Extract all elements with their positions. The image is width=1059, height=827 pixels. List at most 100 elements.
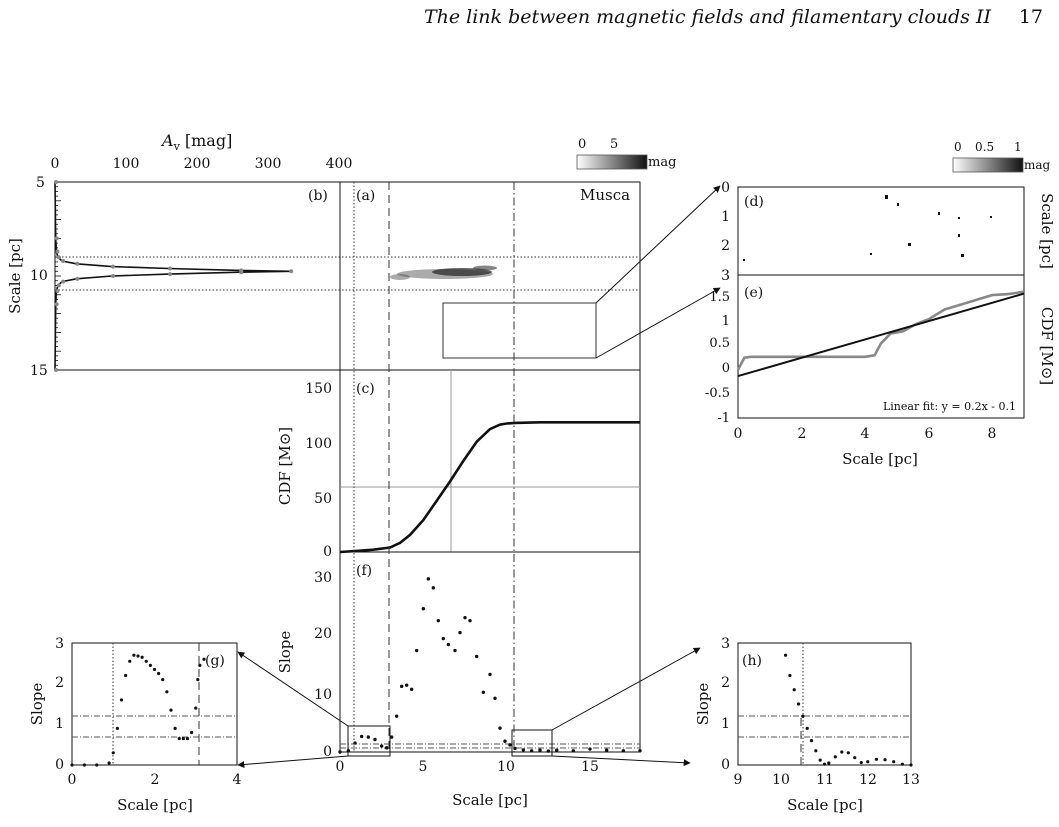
panel-h: (h) 0 1 2 3 9 10 11 12 13 Scale [pc] Slo… (694, 636, 920, 814)
panel-g-point (173, 726, 177, 731)
panel-f-ytick-2: 20 (314, 626, 332, 642)
panel-f-point (373, 737, 377, 742)
panel-b-point (54, 236, 59, 241)
panel-b-point (168, 272, 172, 277)
panel-b-point (289, 269, 294, 274)
running-title: The link between magnetic fields and fil… (423, 6, 991, 28)
panel-e-xtick-4: 8 (988, 426, 997, 442)
panel-g-point (119, 698, 124, 702)
panel-h-point (801, 714, 805, 718)
panel-f-point (529, 749, 534, 753)
panel-f-point (394, 714, 399, 718)
panel-f-xtick-3: 15 (581, 759, 599, 775)
top-axis-tick-2: 200 (184, 156, 211, 172)
panel-c-cdf-line (339, 421, 640, 554)
panel-h-point (788, 673, 792, 678)
panel-d-ytick-2: 2 (721, 238, 730, 254)
page-header: The link between magnetic fields and fil… (0, 0, 1059, 60)
panel-g-point (165, 690, 169, 694)
panel-h-xtick-1: 10 (772, 772, 790, 788)
panel-g-point (95, 763, 99, 767)
panel-e-xtick-1: 2 (798, 426, 807, 442)
page-number: 17 (1018, 6, 1043, 28)
zoom-box-g (347, 725, 391, 757)
panel-f-point (571, 749, 576, 753)
panel-g-point (128, 659, 132, 663)
panel-f-point (458, 630, 462, 635)
panel-f-xlabel: Scale [pc] (452, 791, 528, 809)
panel-h-point (853, 756, 857, 760)
panel-e-fit-text: Linear fit: y = 0.2x - 0.1 (883, 400, 1016, 413)
panel-h-xtick-0: 9 (734, 772, 743, 788)
panel-f-point (399, 684, 404, 689)
panel-g-point (185, 736, 190, 741)
panel-f-point (446, 642, 451, 647)
colorbar-d-tick-0: 0 (954, 140, 962, 154)
panel-b-point (61, 258, 66, 263)
panel-b-point (56, 283, 61, 288)
arrow-to-d (595, 185, 721, 304)
panel-c-ylabel: CDF [M⊙] (276, 427, 294, 505)
panel-d-specks (743, 195, 992, 261)
panel-f-point (493, 696, 497, 700)
panel-d-tag: (d) (744, 194, 764, 210)
panel-g-point (161, 678, 165, 682)
panel-f-point (338, 750, 342, 754)
top-axis-label: Av [mag] (160, 131, 232, 153)
panel-g-point (152, 667, 157, 672)
arrow-to-h-top (551, 647, 701, 731)
panel-g-tag: (g) (205, 653, 225, 669)
panel-h-point (796, 702, 801, 706)
panel-f-point (488, 672, 492, 677)
panel-h-point (805, 726, 809, 731)
top-axis-tick-0: 0 (51, 156, 60, 172)
panel-g-ytick-2: 2 (55, 675, 64, 691)
panel-b: (b) 5 10 15 Scale [pc] (6, 175, 640, 379)
panel-g-xlabel: Scale [pc] (117, 796, 193, 814)
panel-g-point (136, 654, 140, 658)
panel-c-ytick-0: 0 (323, 544, 332, 560)
colorbar-d-tick-1: 0.5 (975, 140, 994, 154)
panel-e-ytick-0: -1 (717, 411, 730, 426)
panel-g-point (190, 730, 194, 735)
panel-e-xtick-2: 4 (861, 426, 870, 442)
arrow-to-h-bottom (551, 755, 691, 767)
panel-g-point (169, 708, 173, 712)
arrow-to-e (595, 287, 721, 359)
panel-g-point (194, 706, 198, 710)
connector-arrows (237, 185, 721, 768)
panel-g: (g) 0 1 2 3 0 2 4 Scale [pc] Slope (28, 636, 242, 814)
panel-f-point (453, 648, 457, 653)
panel-b-point (61, 279, 66, 284)
panel-h-point (846, 751, 850, 755)
panel-e-ytick-1: -0.5 (705, 386, 730, 401)
colorbar-a: 0 5 mag (576, 137, 676, 170)
panel-b-tag: (b) (308, 188, 328, 204)
panel-h-xtick-2: 11 (816, 772, 834, 788)
panel-g-point (82, 763, 86, 767)
panel-g-point (148, 663, 152, 667)
panel-f-xtick-0: 0 (336, 759, 345, 775)
panel-h-ytick-2: 2 (721, 675, 730, 691)
panel-f-ytick-1: 10 (314, 687, 332, 703)
panel-h-point (883, 758, 887, 762)
panel-g-xtick-0: 0 (68, 772, 77, 788)
panel-h-ytick-0: 0 (721, 757, 730, 773)
top-axis: Av [mag] 0 100 200 300 400 (51, 131, 353, 172)
colorbar-a-unit: mag (648, 155, 676, 170)
panel-f-ylabel: Slope (276, 631, 294, 674)
panel-h-ytick-1: 1 (721, 716, 730, 732)
panel-f-point (588, 747, 592, 751)
panel-h-point (900, 762, 904, 766)
panel-f-point (441, 636, 446, 641)
colorbar-d-unit: mag (1024, 158, 1051, 172)
panel-b-profile-line (54, 181, 291, 371)
panel-b-ytick-2: 15 (30, 363, 48, 379)
panel-f-point (468, 618, 472, 623)
panel-g-point (107, 761, 111, 765)
panel-g-xtick-1: 2 (151, 772, 160, 788)
panel-h-point (818, 758, 822, 762)
panel-h-point (859, 760, 863, 765)
arrow-to-g-top (237, 651, 349, 727)
